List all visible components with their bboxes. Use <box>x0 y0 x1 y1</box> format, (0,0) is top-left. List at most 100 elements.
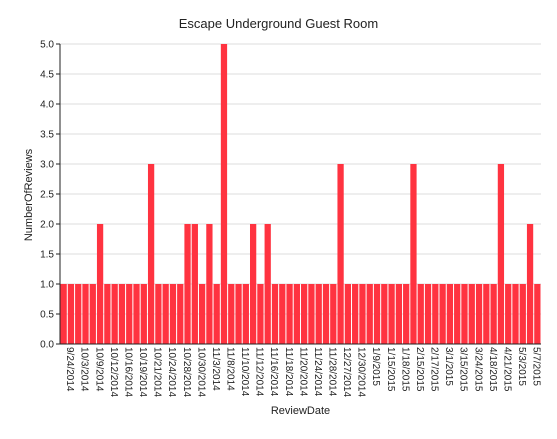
bar <box>301 284 308 344</box>
bar <box>344 284 352 344</box>
bar <box>468 284 475 344</box>
x-tick-label: 2/17/2015 <box>429 347 440 392</box>
bar <box>89 284 96 344</box>
bar <box>82 284 89 344</box>
bar <box>410 164 417 344</box>
bar <box>315 284 322 344</box>
x-tick-label: 3/15/2015 <box>458 347 469 392</box>
x-axis-label: ReviewDate <box>270 405 331 417</box>
x-tick-label: 10/9/2014 <box>93 347 104 392</box>
y-tick-label: 3.5 <box>40 130 54 141</box>
bar <box>75 284 82 344</box>
bar <box>162 284 169 344</box>
bar <box>352 284 359 344</box>
y-tick-label: 1.0 <box>40 280 54 291</box>
bar <box>264 224 271 344</box>
bar <box>279 284 286 344</box>
x-tick-label: 4/18/2015 <box>487 347 498 392</box>
bar <box>337 164 344 344</box>
x-tick-label: 12/30/2014 <box>356 347 367 397</box>
x-tick-label: 3/1/2015 <box>443 347 454 386</box>
y-tick-label: 0.5 <box>40 310 54 321</box>
x-tick-label: 10/19/2014 <box>137 347 148 397</box>
x-tick-label: 9/24/2014 <box>64 347 75 392</box>
bar <box>118 284 126 344</box>
x-tick-label: 11/3/2014 <box>210 347 221 391</box>
bar <box>126 284 133 344</box>
bar <box>490 284 497 344</box>
bar <box>155 284 162 344</box>
bar <box>432 284 439 344</box>
y-tick-label: 3.0 <box>40 160 54 171</box>
x-tick-label: 10/30/2014 <box>195 347 206 397</box>
bar <box>483 284 490 344</box>
x-tick-label: 5/3/2015 <box>516 347 527 386</box>
x-tick-label: 10/24/2014 <box>166 347 177 397</box>
bar <box>497 164 505 344</box>
x-tick-label: 10/21/2014 <box>152 347 163 397</box>
x-tick-label: 11/16/2014 <box>268 347 279 397</box>
bar <box>169 284 177 344</box>
bar <box>177 284 184 344</box>
x-tick-label: 3/24/2015 <box>472 347 483 392</box>
bar <box>395 284 403 344</box>
bar <box>140 284 147 344</box>
bar <box>454 284 461 344</box>
bar <box>505 284 512 344</box>
x-tick-label: 11/10/2014 <box>239 347 250 397</box>
bar <box>308 284 315 344</box>
x-tick-label: 11/8/2014 <box>224 347 235 391</box>
x-tick-label: 2/15/2015 <box>414 347 425 392</box>
bar <box>235 284 242 344</box>
bar <box>111 284 118 344</box>
bar <box>519 284 526 344</box>
x-tick-label: 10/16/2014 <box>122 347 133 397</box>
bar <box>424 284 432 344</box>
x-tick-label: 11/28/2014 <box>327 347 338 397</box>
x-tick-label: 10/28/2014 <box>181 347 192 397</box>
bar <box>330 284 337 344</box>
x-tick-label: 4/21/2015 <box>501 347 512 392</box>
bar <box>206 224 213 344</box>
bar <box>184 224 191 344</box>
x-tick-label: 11/12/2014 <box>254 347 265 397</box>
bar <box>96 224 104 344</box>
bar <box>198 284 206 344</box>
x-tick-label: 1/9/2015 <box>370 347 381 386</box>
y-tick-label: 2.0 <box>40 220 54 231</box>
y-tick-label: 1.5 <box>40 250 54 261</box>
bar <box>242 284 249 344</box>
y-tick-label: 5.0 <box>40 40 54 51</box>
bar <box>512 284 519 344</box>
chart-title: Escape Underground Guest Room <box>178 16 379 31</box>
bar <box>322 284 330 344</box>
y-tick-label: 4.5 <box>40 70 54 81</box>
bar <box>359 284 366 344</box>
x-tick-label: 11/18/2014 <box>283 347 294 397</box>
bar <box>417 284 424 344</box>
y-tick-label: 4.0 <box>40 100 54 111</box>
bar <box>534 284 541 344</box>
bar <box>381 284 388 344</box>
bar <box>526 224 534 344</box>
bar <box>388 284 395 344</box>
bar <box>446 284 454 344</box>
bar <box>293 284 300 344</box>
y-tick-label: 2.5 <box>40 190 54 201</box>
bar <box>475 284 483 344</box>
bar <box>249 224 257 344</box>
bar <box>461 284 468 344</box>
bar <box>439 284 446 344</box>
bar <box>213 284 220 344</box>
y-tick-label: 0.0 <box>40 340 54 351</box>
bar <box>271 284 279 344</box>
bar <box>67 284 75 344</box>
x-tick-label: 1/15/2015 <box>385 347 396 392</box>
bar <box>403 284 410 344</box>
bar <box>191 224 198 344</box>
bar <box>228 284 235 344</box>
bar <box>286 284 293 344</box>
bar <box>366 284 373 344</box>
